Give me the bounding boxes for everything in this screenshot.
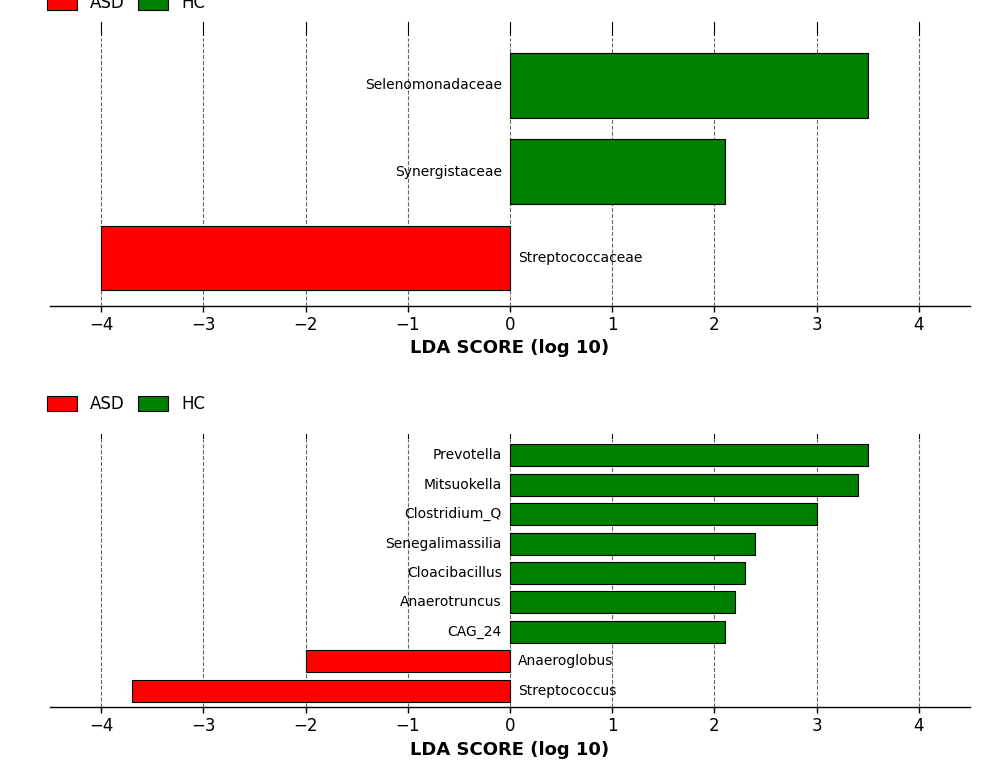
Text: Senegalimassilia: Senegalimassilia bbox=[385, 537, 502, 551]
Bar bbox=[132, 679, 510, 701]
Text: Synergistaceae: Synergistaceae bbox=[395, 165, 502, 179]
Text: Anaerotruncus: Anaerotruncus bbox=[400, 595, 502, 610]
Bar bbox=[510, 621, 725, 643]
Text: Clostridium_Q: Clostridium_Q bbox=[405, 507, 502, 521]
Bar bbox=[510, 445, 868, 467]
Bar bbox=[510, 503, 817, 525]
Bar bbox=[101, 226, 510, 290]
Bar bbox=[510, 591, 735, 613]
Text: Cloacibacillus: Cloacibacillus bbox=[407, 566, 502, 580]
Bar bbox=[510, 533, 755, 555]
Legend: ASD, HC: ASD, HC bbox=[40, 0, 212, 19]
X-axis label: LDA SCORE (log 10): LDA SCORE (log 10) bbox=[410, 741, 610, 758]
Text: Mitsuokella: Mitsuokella bbox=[424, 478, 502, 492]
Text: Selenomonadaceae: Selenomonadaceae bbox=[365, 78, 502, 93]
X-axis label: LDA SCORE (log 10): LDA SCORE (log 10) bbox=[410, 340, 610, 357]
Text: CAG_24: CAG_24 bbox=[448, 625, 502, 639]
Legend: ASD, HC: ASD, HC bbox=[40, 389, 212, 420]
Bar bbox=[510, 53, 868, 118]
Bar bbox=[510, 139, 725, 204]
Bar bbox=[510, 473, 858, 496]
Text: Anaeroglobus: Anaeroglobus bbox=[518, 654, 614, 668]
Text: Streptococcaceae: Streptococcaceae bbox=[518, 251, 643, 265]
Text: Prevotella: Prevotella bbox=[433, 448, 502, 462]
Text: Streptococcus: Streptococcus bbox=[518, 684, 617, 698]
Bar bbox=[306, 651, 510, 673]
Bar bbox=[510, 562, 745, 584]
